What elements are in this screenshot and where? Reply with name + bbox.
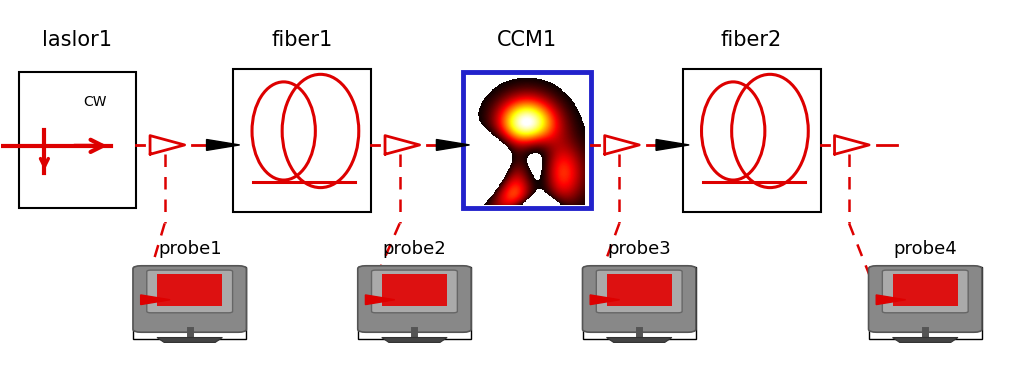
Polygon shape xyxy=(877,295,905,305)
Text: probe3: probe3 xyxy=(608,240,671,258)
Polygon shape xyxy=(207,139,239,150)
Polygon shape xyxy=(140,295,170,305)
FancyBboxPatch shape xyxy=(358,266,472,332)
FancyBboxPatch shape xyxy=(470,76,584,205)
Polygon shape xyxy=(590,295,620,305)
Text: fiber2: fiber2 xyxy=(721,30,783,50)
Polygon shape xyxy=(607,338,672,343)
Polygon shape xyxy=(365,295,395,305)
FancyBboxPatch shape xyxy=(682,69,820,212)
Polygon shape xyxy=(892,338,958,343)
Text: fiber1: fiber1 xyxy=(271,30,332,50)
Text: CCM1: CCM1 xyxy=(497,30,557,50)
FancyBboxPatch shape xyxy=(133,266,247,332)
Polygon shape xyxy=(382,338,447,343)
FancyBboxPatch shape xyxy=(869,267,982,339)
Text: CW: CW xyxy=(83,96,106,110)
FancyBboxPatch shape xyxy=(607,274,672,306)
Text: laslor1: laslor1 xyxy=(42,30,113,50)
Polygon shape xyxy=(157,338,222,343)
FancyBboxPatch shape xyxy=(883,270,968,313)
FancyBboxPatch shape xyxy=(582,266,696,332)
Text: probe1: probe1 xyxy=(158,240,222,258)
FancyBboxPatch shape xyxy=(582,267,696,339)
Polygon shape xyxy=(656,139,690,150)
FancyBboxPatch shape xyxy=(463,72,590,208)
FancyBboxPatch shape xyxy=(596,270,682,313)
FancyBboxPatch shape xyxy=(371,270,457,313)
FancyBboxPatch shape xyxy=(18,72,136,208)
FancyBboxPatch shape xyxy=(133,267,247,339)
FancyBboxPatch shape xyxy=(233,69,371,212)
FancyBboxPatch shape xyxy=(892,274,958,306)
FancyBboxPatch shape xyxy=(869,266,982,332)
FancyBboxPatch shape xyxy=(358,267,472,339)
FancyBboxPatch shape xyxy=(157,274,222,306)
FancyBboxPatch shape xyxy=(146,270,232,313)
Polygon shape xyxy=(437,139,470,150)
Text: probe4: probe4 xyxy=(893,240,958,258)
FancyBboxPatch shape xyxy=(382,274,447,306)
Text: probe2: probe2 xyxy=(383,240,446,258)
